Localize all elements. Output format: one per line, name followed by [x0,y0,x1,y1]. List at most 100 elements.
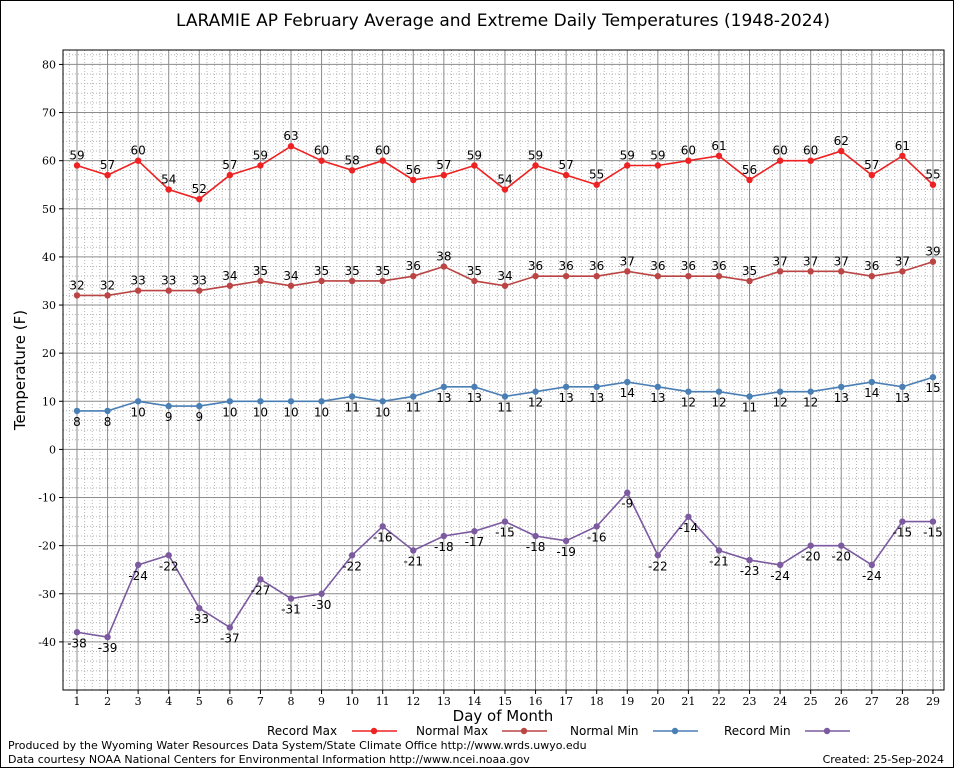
normal-max-data-label: 36 [528,259,543,273]
normal-min-point [929,374,937,381]
record-min-point [104,633,111,641]
record-max-data-label: 59 [620,148,635,162]
record-min-data-label: -24 [770,569,790,583]
normal-min-data-label: 11 [742,400,757,414]
record-max-point [807,157,814,164]
normal-min-point [715,388,723,395]
record-max-data-label: 59 [467,148,482,162]
normal-min-point [624,378,631,386]
record-max-point [104,171,111,179]
normal-max-point [654,272,662,280]
record-min-data-label: -16 [587,530,607,544]
normal-min-data-label: 12 [772,396,787,410]
normal-max-data-label: 32 [100,278,115,292]
normal-min-data-label: 10 [130,405,145,419]
record-min-point [929,518,937,525]
normal-max-point [715,272,723,280]
normal-min-data-label: 10 [375,405,390,419]
normal-max-data-label: 36 [406,259,421,273]
record-min-data-label: -19 [556,545,576,559]
record-max-point [624,162,631,169]
record-min-point [73,629,81,636]
record-min-point [379,523,386,530]
legend-label-normal-max: Normal Max [416,724,488,738]
normal-max-data-label: 37 [772,254,787,268]
x-tick-label: 28 [895,695,909,708]
record-min-point [807,542,814,549]
normal-max-data-label: 35 [375,264,390,278]
x-tick-label: 16 [529,695,543,708]
normal-min-data-label: 8 [104,415,112,429]
normal-min-data-label: 11 [406,400,421,414]
x-tick-label: 7 [257,695,264,708]
record-max-data-label: 57 [436,158,451,172]
x-tick-label: 20 [651,695,665,708]
normal-max-data-label: 37 [895,254,910,268]
normal-min-point [440,383,448,391]
y-tick-label: -30 [38,588,56,601]
legend-label-normal-min: Normal Min [570,724,639,738]
record-min-point [226,624,234,631]
record-min-point [624,489,631,496]
y-tick-label: 10 [42,395,56,408]
x-axis-label: Day of Month [453,707,554,725]
x-tick-label: 14 [467,695,481,708]
normal-min-point [807,388,814,395]
normal-min-data-label: 13 [589,391,604,405]
normal-max-data-label: 34 [222,269,237,283]
normal-min-point [838,383,845,391]
record-min-point [593,523,600,530]
record-min-data-label: -21 [403,554,423,568]
record-max-point [776,157,784,164]
normal-max-point [838,268,845,275]
footer-data-courtesy: Data courtesy NOAA National Centers for … [8,753,530,766]
y-tick-label: 60 [42,155,56,168]
record-max-point [134,157,142,164]
normal-max-data-label: 34 [283,269,298,283]
normal-max-point [104,292,111,299]
normal-min-data-label: 12 [711,396,726,410]
x-tick-label: 5 [196,695,203,708]
record-max-point [501,186,509,193]
record-min-data-label: -15 [495,526,515,540]
normal-max-point [532,272,539,280]
record-min-data-label: -37 [220,631,240,645]
x-tick-label: 15 [498,695,512,708]
record-min-point [501,518,509,525]
x-tick-label: 8 [287,695,294,708]
normal-min-data-label: 13 [467,391,482,405]
legend-marker-normal-max [520,727,528,735]
y-tick-label: 80 [42,58,56,71]
y-tick-label: -10 [38,492,56,505]
record-max-data-label: 60 [130,144,145,158]
record-min-point [838,542,845,549]
record-min-data-label: -33 [189,612,209,626]
normal-max-point [471,277,478,285]
record-max-point [929,181,937,188]
record-max-data-label: 57 [558,158,573,172]
record-min-point [776,561,784,569]
y-tick-label: 0 [49,443,56,456]
record-min-point [257,576,264,583]
x-tick-label: 12 [406,695,420,708]
normal-max-data-label: 36 [711,259,726,273]
normal-max-point [226,282,234,289]
record-max-point [654,162,662,169]
record-max-point [593,181,600,188]
data-labels: 59 57 60 54 52 57 59 63 60 58 60 56 57 59 54 59 57 55 59 59… [67,129,943,655]
record-max-data-label: 61 [895,139,910,153]
record-min-data-label: -24 [862,569,882,583]
normal-min-point [379,398,386,405]
normal-min-data-label: 13 [650,391,665,405]
x-tick-label: 25 [804,695,818,708]
normal-max-point [868,272,876,280]
x-tick-label: 22 [712,695,726,708]
record-min-data-label: -38 [67,636,87,650]
normal-min-point [318,398,325,405]
record-min-data-label: -24 [128,569,148,583]
x-tick-label: 13 [437,695,451,708]
y-tick-label: 20 [42,347,56,360]
normal-min-data-label: 8 [73,415,81,429]
normal-max-point [348,277,356,285]
record-min-data-label: -17 [465,535,485,549]
